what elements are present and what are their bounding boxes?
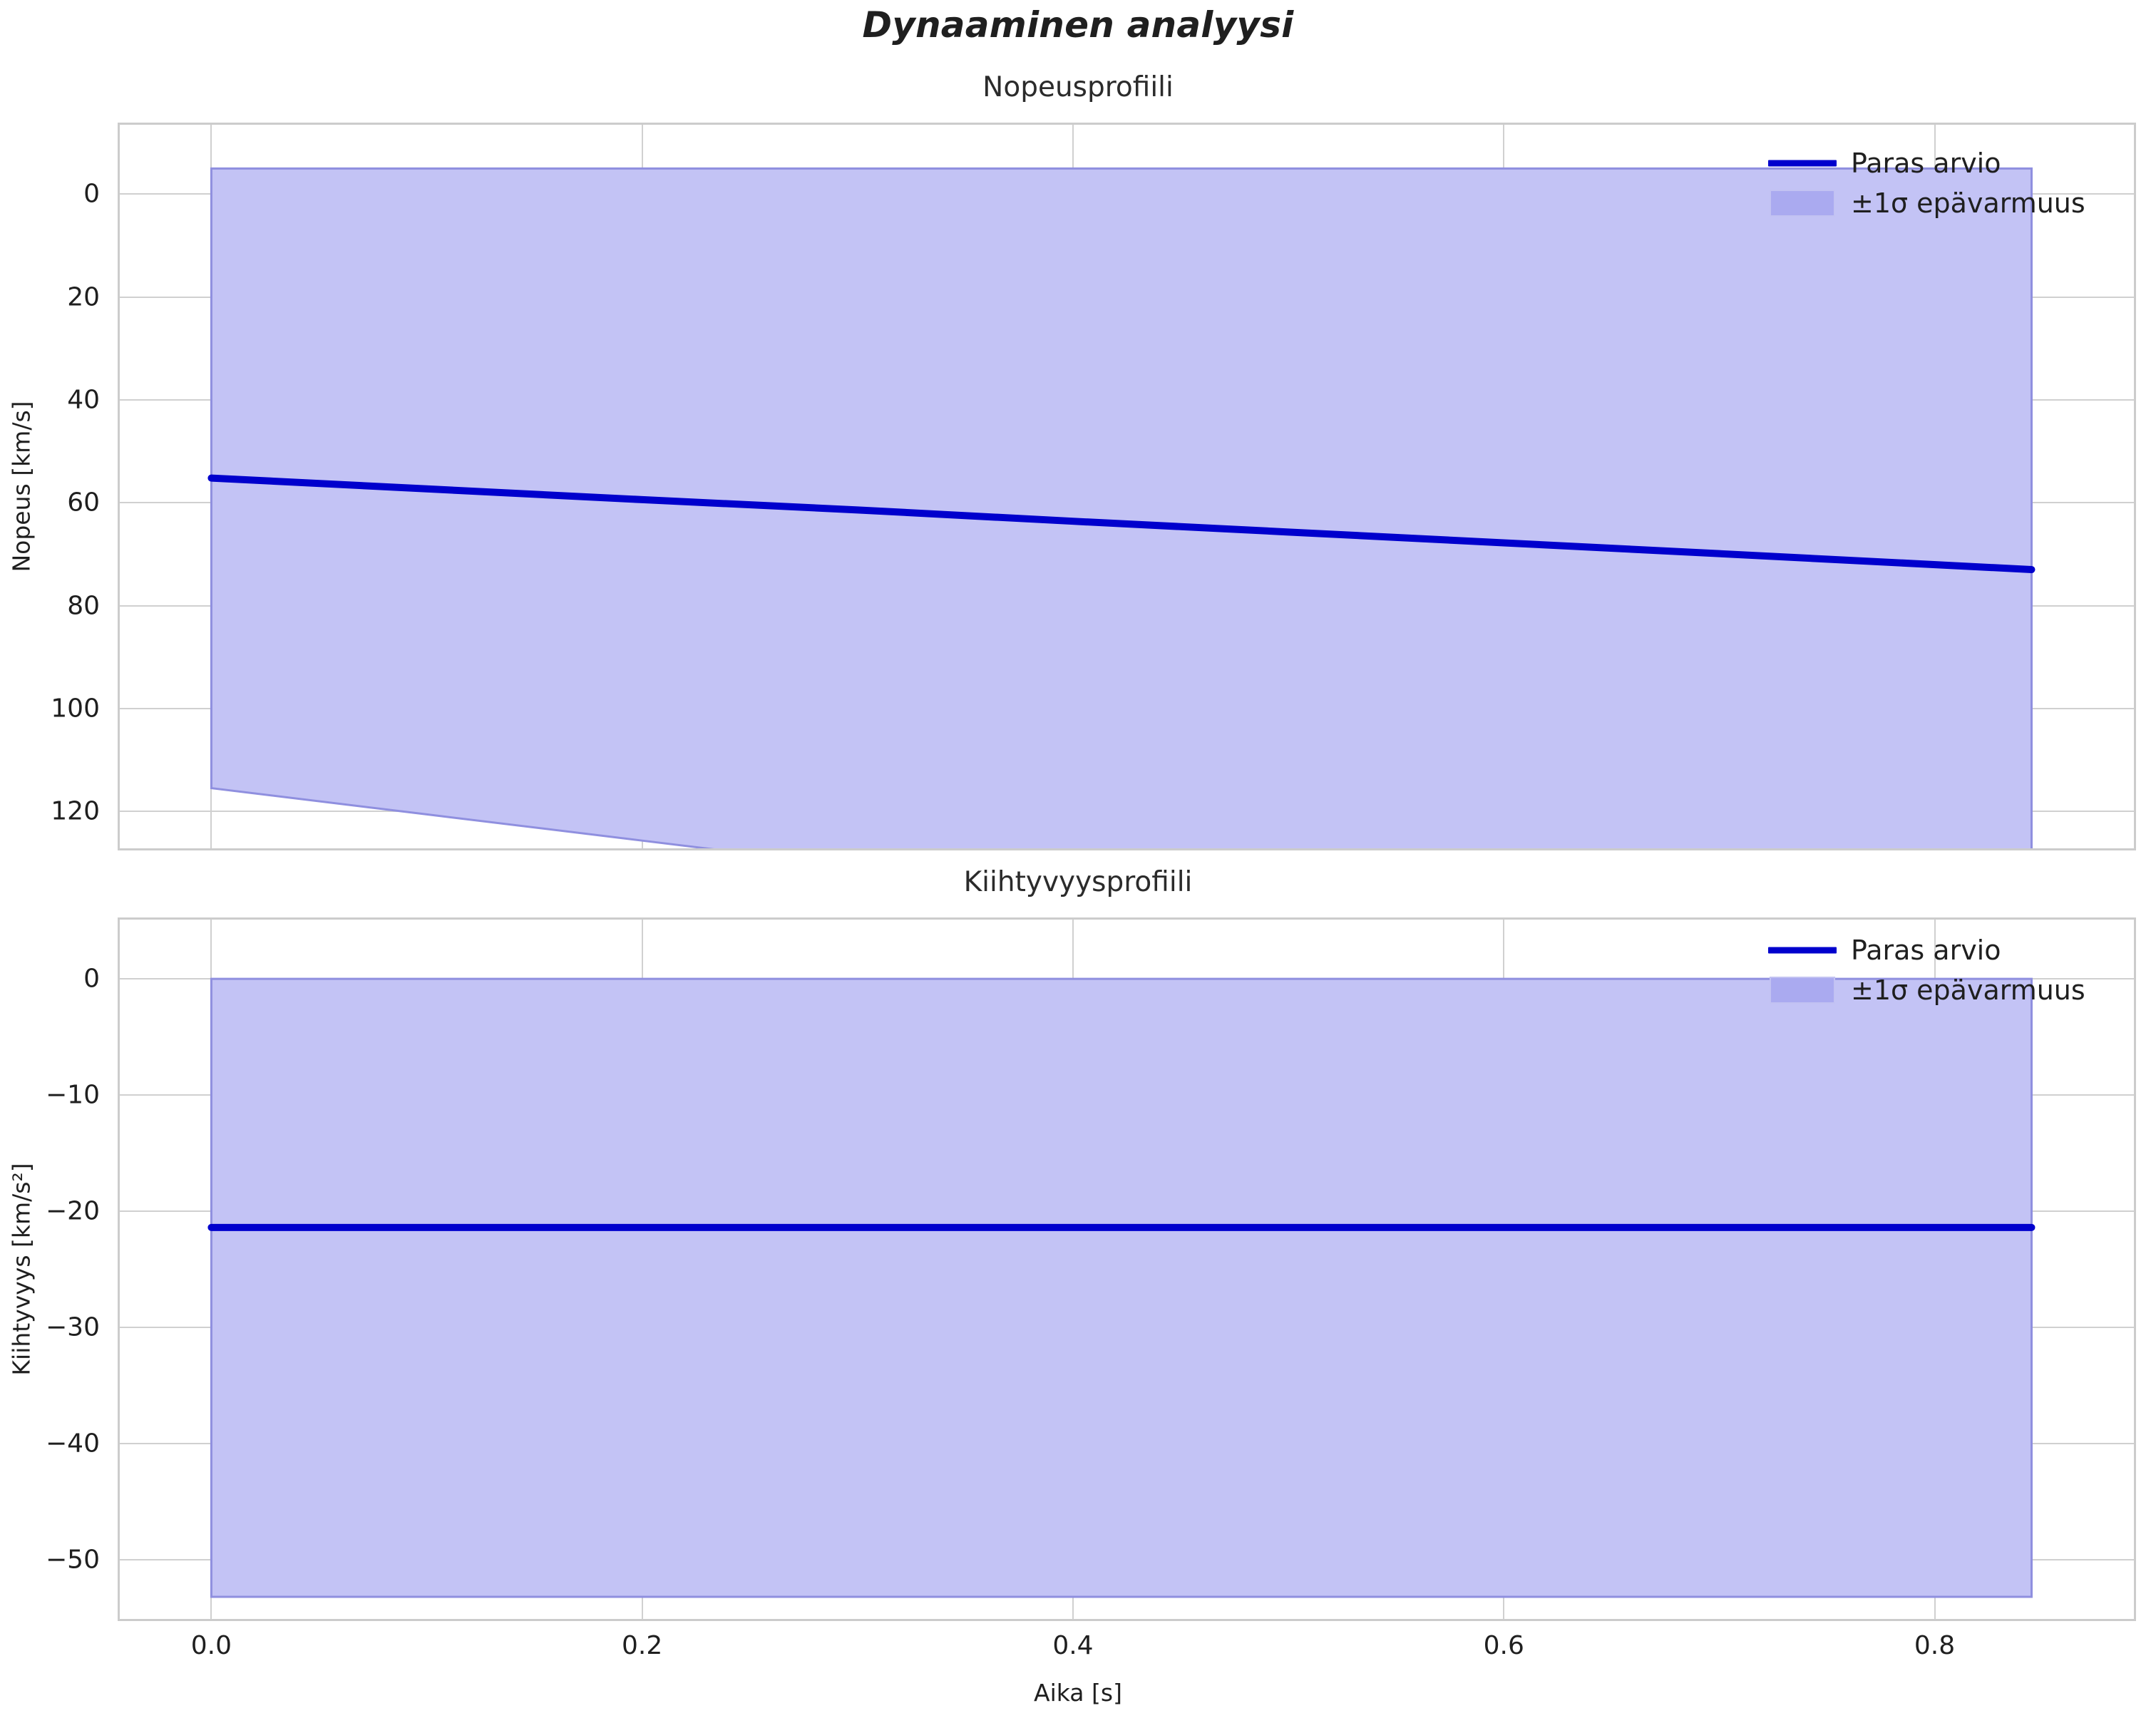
legend-line-swatch (1768, 149, 1837, 178)
best-estimate-line-acceleration (207, 1223, 2036, 1231)
y-tick-label: 0 (83, 964, 100, 994)
best-estimate-polyline (207, 474, 2036, 573)
y-tick-label: −30 (46, 1312, 100, 1342)
uncertainty-band-shape (210, 977, 2033, 1598)
y-tick-label: −20 (46, 1196, 100, 1226)
subplot-title-velocity: Nopeusprofiili (982, 71, 1174, 103)
legend-entry-best-estimate: Paras arvio (1768, 147, 2085, 180)
uncertainty-band-velocity (210, 167, 2033, 848)
legend-label-best-estimate: Paras arvio (1851, 935, 2001, 966)
legend-acceleration[interactable]: Paras arvio ±1σ epävarmuus (1760, 927, 2095, 1014)
y-tick-label: 60 (67, 488, 100, 518)
legend-entry-uncertainty: ±1σ epävarmuus (1768, 187, 2085, 220)
x-tick-label: 0.2 (622, 1631, 663, 1660)
subplot-title-acceleration: Kiihtyvyysprofiili (963, 866, 1193, 898)
y-tick-label: 100 (51, 694, 100, 724)
plot-area-acceleration (118, 917, 2136, 1621)
x-tick-label: 0.6 (1483, 1631, 1524, 1660)
x-tick-label: 0.0 (190, 1631, 232, 1660)
y-tick-label: 0 (83, 179, 100, 209)
y-tick-label: 80 (67, 591, 100, 620)
y-tick-label: 120 (51, 796, 100, 826)
legend-velocity[interactable]: Paras arvio ±1σ epävarmuus (1760, 140, 2095, 227)
legend-line-swatch (1768, 936, 1837, 965)
y-tick-label: −50 (46, 1545, 100, 1575)
x-tick-label: 0.4 (1052, 1631, 1094, 1660)
y-tick-label: 20 (67, 282, 100, 312)
x-tick-label: 0.8 (1914, 1631, 1956, 1660)
legend-label-best-estimate: Paras arvio (1851, 148, 2001, 179)
uncertainty-band-acceleration (210, 977, 2033, 1598)
legend-patch-swatch (1768, 976, 1837, 1004)
figure-suptitle: Dynaaminen analyysi (862, 4, 1294, 46)
legend-entry-uncertainty: ±1σ epävarmuus (1768, 974, 2085, 1007)
legend-label-uncertainty: ±1σ epävarmuus (1851, 187, 2085, 219)
plot-area-velocity (118, 123, 2136, 850)
y-tick-label: −40 (46, 1429, 100, 1459)
y-tick-label: 40 (67, 385, 100, 415)
y-axis-label-acceleration: Kiihtyvyys [km/s²] (7, 1162, 36, 1376)
y-tick-label: −10 (46, 1080, 100, 1110)
y-axis-label-velocity: Nopeus [km/s] (7, 400, 36, 572)
legend-entry-best-estimate: Paras arvio (1768, 934, 2085, 967)
x-axis-label: Aika [s] (1034, 1679, 1122, 1707)
legend-patch-swatch (1768, 189, 1837, 217)
uncertainty-band-shape (210, 167, 2033, 848)
best-estimate-line-velocity (207, 474, 2036, 573)
legend-label-uncertainty: ±1σ epävarmuus (1851, 974, 2085, 1006)
